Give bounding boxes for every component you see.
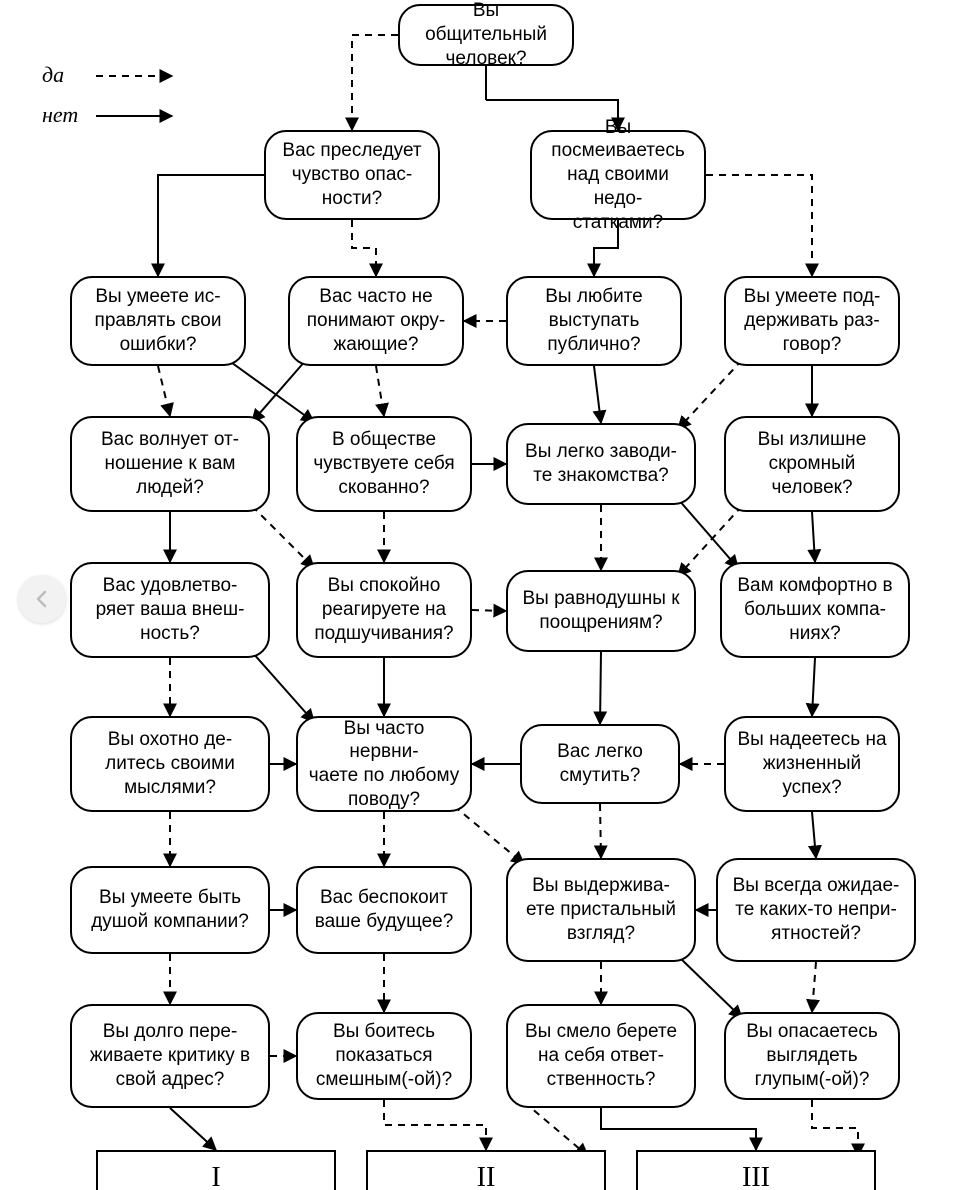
legend-no-label: нет xyxy=(42,102,78,128)
question-node: Вы смело берете на себя ответ-ственность… xyxy=(506,1004,696,1108)
question-node: Вас волнует от-ношение к вам людей? xyxy=(70,416,270,512)
node-text: II xyxy=(477,1162,496,1190)
node-text: Вас удовлетво-ряет ваша внеш-ность? xyxy=(96,574,245,645)
result-box: II xyxy=(366,1150,606,1190)
edge-no xyxy=(678,499,738,568)
question-node: Вы умеете под-держивать раз-говор? xyxy=(724,276,900,366)
node-text: Вы посмеиваетесь над своими недо-статкам… xyxy=(542,116,694,235)
node-text: Вы умеете быть душой компании? xyxy=(82,886,258,934)
edge-yes xyxy=(812,1100,858,1156)
node-text: Вы равнодушны к поощрениям? xyxy=(518,587,684,635)
node-text: Вы любите выступать публично? xyxy=(518,285,670,356)
edge-no xyxy=(812,512,815,562)
question-node: Вы умеете быть душой компании? xyxy=(70,866,270,954)
node-text: Вы легко заводи-те знакомства? xyxy=(525,440,677,488)
node-text: Вы выдержива-ете пристальный взгляд? xyxy=(518,874,684,945)
question-node: Вы опасаетесь выглядеть глупым(-ой)? xyxy=(724,1012,900,1100)
node-text: I xyxy=(211,1162,220,1190)
question-node: Вы боитесь показаться смешным(-ой)? xyxy=(296,1012,472,1100)
node-text: В обществе чувствуете себя скованно? xyxy=(308,428,460,499)
question-node: Вы долго пере-живаете критику в свой адр… xyxy=(70,1004,270,1108)
edge-no xyxy=(170,1108,216,1150)
question-node: Вы равнодушны к поощрениям? xyxy=(506,570,696,652)
prev-button[interactable] xyxy=(18,575,66,623)
question-node: Вас легко смутить? xyxy=(520,724,680,804)
question-node: Вас преследует чувство опас-ности? xyxy=(264,130,440,220)
chevron-left-icon xyxy=(32,589,52,609)
node-text: Вы долго пере-живаете критику в свой адр… xyxy=(82,1020,258,1091)
result-box: I xyxy=(96,1150,336,1190)
question-node: Вас удовлетво-ряет ваша внеш-ность? xyxy=(70,562,270,658)
node-text: Вас преследует чувство опас-ности? xyxy=(276,139,428,210)
edge-yes xyxy=(472,610,506,611)
question-node: Вы спокойно реагируете на подшучивания? xyxy=(296,562,472,658)
question-node: Вы посмеиваетесь над своими недо-статкам… xyxy=(530,130,706,220)
question-node: Вы излишне скромный человек? xyxy=(724,416,900,512)
edge-no xyxy=(158,175,264,276)
question-node: В обществе чувствуете себя скованно? xyxy=(296,416,472,512)
edge-yes xyxy=(352,35,398,130)
node-text: Вы опасаетесь выглядеть глупым(-ой)? xyxy=(736,1020,888,1091)
node-text: Вы надеетесь на жизненный успех? xyxy=(736,728,888,799)
node-text: Вы умеете под-держивать раз-говор? xyxy=(744,285,881,356)
node-text: Вас беспокоит ваше будущее? xyxy=(308,886,460,934)
node-text: III xyxy=(742,1162,770,1190)
question-node: Вы общительный человек? xyxy=(398,4,574,66)
question-node: Вы охотно де-литесь своими мыслями? xyxy=(70,716,270,812)
edge-no xyxy=(812,658,815,716)
node-text: Вы всегда ожидае-те каких-то непри-ятнос… xyxy=(733,874,900,945)
node-text: Вас часто не понимают окру-жающие? xyxy=(300,285,452,356)
question-node: Вы любите выступать публично? xyxy=(506,276,682,366)
edge-yes xyxy=(812,962,816,1012)
flowchart-stage: да нет Вы общительный человек? Вас пресле… xyxy=(0,0,960,1190)
edge-no xyxy=(600,652,601,724)
question-node: Вы умеете ис-правлять свои ошибки? xyxy=(70,276,246,366)
question-node: Вам комфортно в больших компа-ниях? xyxy=(720,562,910,658)
node-text: Вам комфортно в больших компа-ниях? xyxy=(732,574,898,645)
edge-no xyxy=(252,360,306,422)
question-node: Вы выдержива-ете пристальный взгляд? xyxy=(506,858,696,962)
node-text: Вас легко смутить? xyxy=(532,740,668,788)
edge-no xyxy=(252,652,314,722)
node-text: Вы общительный человек? xyxy=(410,0,562,71)
node-text: Вас волнует от-ношение к вам людей? xyxy=(82,428,258,499)
edge-no xyxy=(594,366,601,423)
edge-yes xyxy=(524,1102,588,1156)
node-text: Вы часто нервни-чаете по любому поводу? xyxy=(308,717,460,812)
question-node: Вы легко заводи-те знакомства? xyxy=(506,423,696,505)
edge-yes xyxy=(158,366,170,416)
edge-no xyxy=(601,1108,756,1150)
question-node: Вас беспокоит ваше будущее? xyxy=(296,866,472,954)
edge-yes xyxy=(600,804,601,858)
edge-yes xyxy=(384,1100,486,1150)
node-text: Вы охотно де-литесь своими мыслями? xyxy=(82,728,258,799)
edge-yes xyxy=(376,366,384,416)
edge-yes xyxy=(252,506,314,568)
question-node: Вы надеетесь на жизненный успех? xyxy=(724,716,900,812)
node-text: Вы смело берете на себя ответ-ственность… xyxy=(518,1020,684,1091)
result-box: III xyxy=(636,1150,876,1190)
question-node: Вы всегда ожидае-те каких-то непри-ятнос… xyxy=(716,858,916,962)
edge-yes xyxy=(454,806,524,864)
edge-yes xyxy=(706,175,812,276)
edge-yes xyxy=(678,360,742,429)
edge-no xyxy=(228,360,314,422)
legend-yes-label: да xyxy=(42,62,64,88)
edge-no xyxy=(812,812,816,858)
question-node: Вы часто нервни-чаете по любому поводу? xyxy=(296,716,472,812)
edge-yes xyxy=(352,220,376,276)
node-text: Вы излишне скромный человек? xyxy=(736,428,888,499)
node-text: Вы спокойно реагируете на подшучивания? xyxy=(308,574,460,645)
node-text: Вы умеете ис-правлять свои ошибки? xyxy=(82,285,234,356)
node-text: Вы боитесь показаться смешным(-ой)? xyxy=(308,1020,460,1091)
question-node: Вас часто не понимают окру-жающие? xyxy=(288,276,464,366)
